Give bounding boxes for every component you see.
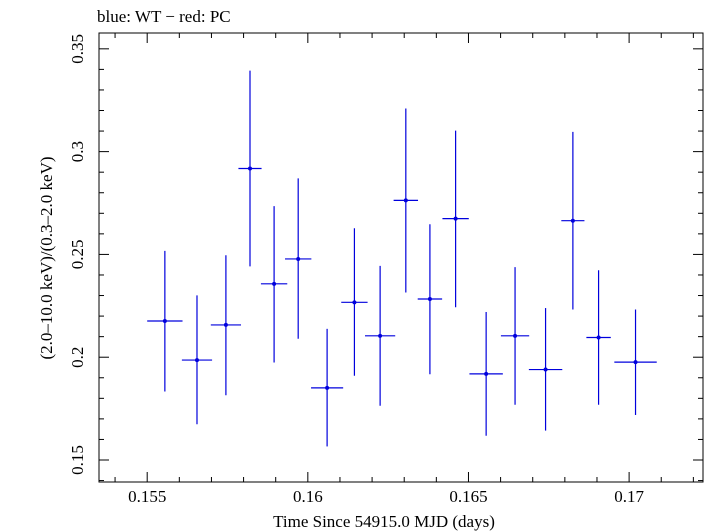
data-point [614, 309, 657, 415]
chart-title: blue: WT − red: PC [97, 7, 231, 26]
y-tick-label: 0.2 [68, 347, 87, 368]
y-tick-label: 0.25 [68, 240, 87, 270]
data-point [469, 311, 503, 436]
data-point [210, 255, 242, 396]
point-marker [223, 322, 228, 327]
point-marker [325, 385, 330, 390]
data-point [528, 308, 563, 431]
data-point [500, 267, 530, 405]
point-marker [248, 166, 252, 171]
data-point [341, 228, 368, 376]
data-point [311, 328, 344, 447]
point-marker [513, 333, 518, 338]
y-axis: 0.15 0.2 0.25 0.3 0.35 [68, 34, 703, 482]
y-tick-label: 0.35 [68, 34, 87, 64]
data-point [393, 108, 419, 293]
y-tick-label: 0.15 [68, 445, 87, 475]
data-point [238, 70, 262, 267]
data-point [147, 250, 183, 392]
point-marker [272, 281, 277, 286]
point-marker [570, 218, 575, 223]
point-marker [296, 256, 301, 261]
point-marker [427, 297, 432, 302]
x-axis-title: Time Since 54915.0 MJD (days) [273, 512, 495, 531]
point-marker [352, 300, 357, 305]
x-tick-label: 0.16 [293, 487, 323, 506]
data-series [147, 70, 657, 447]
data-point [260, 206, 288, 363]
plot-frame [98, 32, 704, 483]
point-marker [403, 198, 408, 203]
data-point [586, 270, 611, 405]
x-tick-label: 0.155 [128, 487, 166, 506]
data-point [365, 265, 396, 406]
point-marker [453, 216, 458, 221]
data-point [285, 178, 312, 339]
y-axis-title: (2.0–10.0 keV)/(0.3–2.0 keV) [37, 156, 56, 359]
x-tick-label: 0.17 [614, 487, 644, 506]
x-tick-label: 0.165 [449, 487, 487, 506]
point-marker [484, 371, 489, 376]
point-marker [378, 333, 383, 338]
data-point [442, 130, 469, 308]
data-point [561, 131, 585, 310]
point-marker [194, 358, 199, 363]
point-marker [596, 335, 601, 340]
y-tick-label: 0.3 [68, 141, 87, 162]
data-point [181, 295, 213, 425]
point-marker [162, 319, 167, 324]
x-axis: 0.155 0.16 0.165 0.17 [114, 33, 694, 506]
point-marker [633, 360, 638, 365]
data-point [417, 224, 443, 375]
point-marker [543, 367, 548, 372]
